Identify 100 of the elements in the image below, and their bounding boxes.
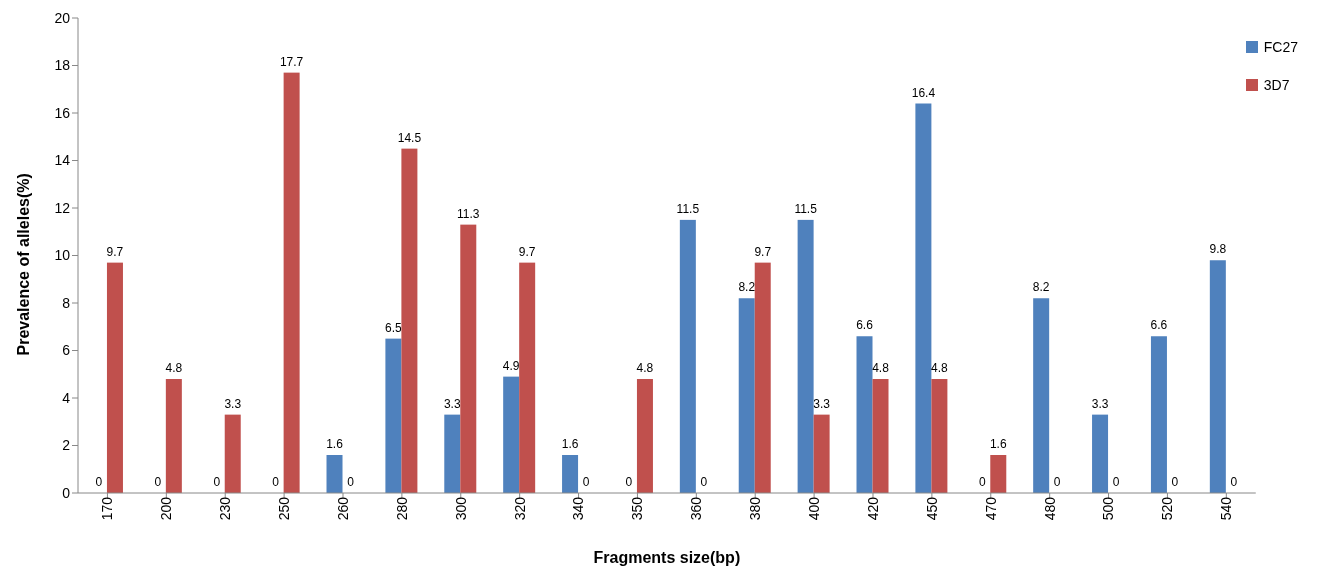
y-tick-label: 2 (62, 437, 71, 454)
bar (797, 219, 814, 493)
data-label: 0 (1112, 475, 1120, 489)
data-label: 0 (700, 475, 708, 489)
bar (1033, 298, 1050, 493)
y-tick-label: 16 (54, 104, 71, 121)
x-tick-label: 420 (864, 496, 881, 521)
bar (915, 103, 932, 493)
data-label: 0 (1053, 475, 1061, 489)
data-label: 1.6 (561, 437, 579, 451)
y-tick-label: 18 (54, 57, 71, 74)
bar (990, 455, 1007, 493)
data-label: 0 (154, 475, 162, 489)
x-tick-label: 400 (806, 496, 823, 521)
bar (519, 262, 536, 493)
bar (326, 455, 343, 493)
bar (931, 379, 948, 493)
bar (1209, 260, 1226, 493)
bar (679, 219, 696, 493)
data-label: 3.3 (813, 396, 831, 411)
y-tick-label: 14 (54, 152, 71, 169)
data-label: 6.6 (856, 318, 874, 333)
x-tick-label: 200 (158, 496, 175, 521)
x-tick-label: 350 (629, 496, 646, 521)
bar (754, 262, 771, 493)
data-label: 9.8 (1209, 242, 1227, 257)
data-label: 0 (213, 475, 221, 489)
bar (738, 298, 755, 493)
data-label: 3.3 (224, 396, 242, 411)
x-tick-label: 250 (276, 496, 293, 521)
x-tick-label: 500 (1100, 496, 1117, 521)
data-label: 17.7 (279, 54, 304, 69)
data-label: 6.6 (1150, 318, 1168, 333)
x-tick-label: 450 (923, 496, 940, 521)
x-tick-label: 260 (334, 496, 351, 521)
data-label: 1.6 (989, 437, 1007, 451)
legend-label: 3D7 (1263, 76, 1290, 95)
data-label: 4.8 (931, 361, 949, 375)
data-label: 1.6 (326, 437, 344, 451)
data-label: 11.5 (794, 201, 818, 216)
data-label: 8.2 (1032, 280, 1050, 295)
bar (460, 224, 477, 493)
x-tick-label: 300 (452, 496, 469, 521)
bar (813, 414, 830, 493)
bar (401, 148, 418, 493)
data-label: 0 (272, 475, 280, 489)
data-label: 3.3 (1091, 396, 1109, 411)
bar (283, 72, 300, 493)
data-label: 0 (347, 475, 355, 489)
data-label: 0 (1171, 475, 1179, 489)
bar (1150, 336, 1167, 493)
y-tick-label: 20 (54, 9, 71, 26)
data-label: 0 (1230, 475, 1238, 489)
y-tick-label: 12 (54, 199, 71, 216)
x-axis-title: Fragments size(bp) (593, 549, 741, 566)
data-label: 16.4 (911, 85, 936, 100)
bar (224, 414, 241, 493)
data-label: 0 (95, 475, 103, 489)
x-tick-label: 470 (982, 496, 999, 521)
bar (856, 336, 873, 493)
data-label: 0 (625, 475, 633, 489)
x-tick-label: 480 (1041, 496, 1058, 521)
data-label: 0 (582, 475, 590, 489)
bar (636, 379, 653, 493)
bar (165, 379, 182, 493)
data-label: 9.7 (754, 244, 772, 259)
data-label: 3.3 (443, 396, 461, 411)
y-tick-label: 10 (54, 247, 71, 264)
x-tick-label: 280 (393, 496, 410, 521)
data-label: 11.5 (676, 201, 700, 216)
bar (444, 414, 461, 493)
x-tick-label: 170 (99, 496, 116, 521)
x-tick-label: 360 (688, 496, 705, 521)
data-label: 8.2 (738, 280, 756, 295)
data-label: 4.8 (636, 361, 654, 375)
data-label: 4.8 (872, 361, 890, 375)
y-tick-label: 0 (62, 484, 71, 501)
x-tick-label: 340 (570, 496, 587, 521)
bar (1092, 414, 1109, 493)
y-tick-label: 4 (62, 389, 71, 406)
data-label: 6.5 (385, 320, 403, 335)
x-tick-label: 520 (1159, 496, 1176, 521)
y-axis-title: Prevalence of alleles(%) (14, 173, 32, 356)
y-tick-label: 8 (62, 294, 71, 311)
data-label: 9.7 (518, 244, 536, 259)
bar (562, 455, 579, 493)
legend-label: FC27 (1263, 38, 1298, 57)
data-label: 14.5 (397, 130, 422, 145)
data-label: 11.3 (457, 206, 480, 221)
x-tick-label: 230 (217, 496, 234, 521)
data-label: 4.9 (502, 358, 520, 373)
bar (106, 262, 123, 493)
data-label: 0 (978, 475, 986, 489)
data-label: 4.8 (165, 361, 183, 375)
bar (385, 338, 402, 493)
bar (872, 379, 889, 493)
x-tick-label: 380 (747, 496, 764, 521)
y-tick-label: 6 (62, 342, 71, 359)
data-label: 9.7 (106, 244, 124, 259)
bar (503, 376, 520, 493)
